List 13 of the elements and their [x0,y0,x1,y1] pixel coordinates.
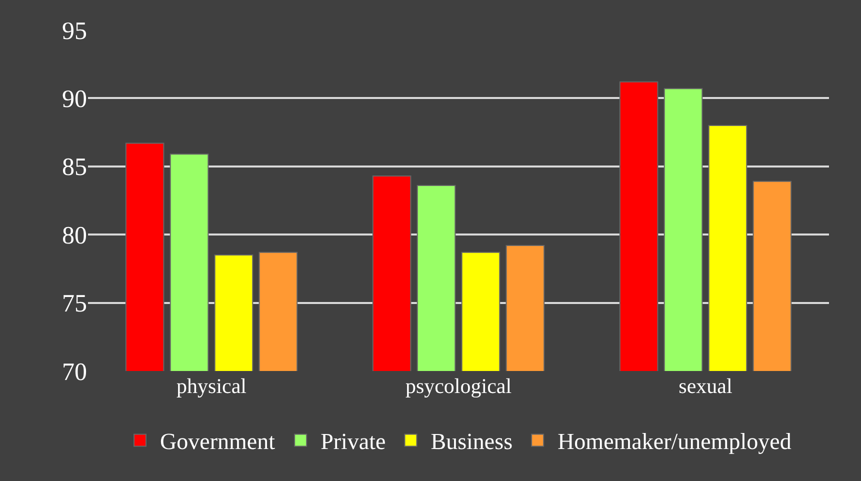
x-tick-label: sexual [678,374,732,398]
y-tick-label: 95 [62,18,87,45]
y-tick-label: 70 [62,358,87,386]
legend-label: Business [430,429,513,454]
x-tick-label: physical [176,374,247,398]
y-tick-label: 75 [62,290,87,318]
y-tick-label: 85 [62,154,87,182]
x-tick-label: psycological [405,374,512,398]
y-tick-label: 90 [62,86,87,113]
legend-label: Government [160,429,276,454]
y-tick-label: 80 [62,222,87,250]
legend-label: Private [320,429,386,454]
legend-label: Homemaker/unemployed [558,429,792,454]
